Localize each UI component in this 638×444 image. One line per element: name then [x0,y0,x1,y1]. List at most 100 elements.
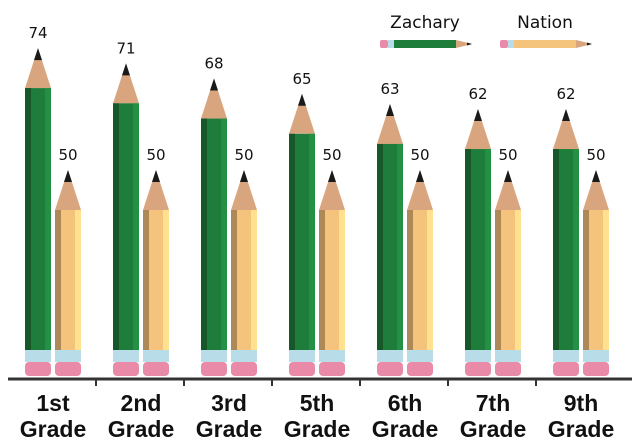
pencil-bar [289,94,315,376]
pencil-lead [474,109,482,121]
legend-eraser [380,40,388,48]
pencil-ferrule [407,350,433,362]
value-label: 50 [234,146,253,164]
legend-body [394,40,456,48]
legend-lead [467,43,472,46]
pencil-shade [55,210,61,350]
pencil-shade [495,210,501,350]
pencil-lead [504,170,512,182]
pencil-ferrule [231,350,257,362]
pencil-ferrule [143,350,169,362]
pencil-light [163,210,169,350]
value-label: 50 [322,146,341,164]
pencil-eraser [231,362,257,376]
pencil-lead [328,170,336,182]
value-label: 50 [586,146,605,164]
pencil-eraser [465,362,491,376]
pencil-lead [592,170,600,182]
pencil-bar [143,170,169,376]
pencil-shade [583,210,589,350]
legend-ferrule [388,40,394,48]
pencil-bar [495,170,521,376]
pencil-ferrule [553,350,579,362]
pencil-light [603,210,609,350]
pencil-light [75,210,81,350]
legend-ferrule [508,40,514,48]
chart-svg: 74 71 68 65 63 62 62 Zachary 50 50 50 50 50 50 50 Natio… [0,0,638,444]
legend-eraser [500,40,508,48]
pencil-bar [201,79,227,376]
value-label: 50 [498,146,517,164]
pencil-lead [562,109,570,121]
value-label: 50 [146,146,165,164]
pencil-ferrule [113,350,139,362]
pencil-ferrule [319,350,345,362]
pencil-shade [319,210,325,350]
pencil-eraser [583,362,609,376]
pencil-light [309,134,315,350]
pencil-shade [465,149,471,350]
pencil-light [133,103,139,350]
pencil-shade [407,210,413,350]
value-label: 62 [468,85,487,103]
pencil-light [485,149,491,350]
pencil-bar [553,109,579,376]
pencil-ferrule [583,350,609,362]
pencil-light [573,149,579,350]
x-tick-label: 6th Grade [372,390,438,442]
value-label: 65 [292,70,311,88]
pencil-ferrule [465,350,491,362]
x-tick-label: 9th Grade [548,390,614,442]
pencil-light [427,210,433,350]
pencil-light [45,88,51,350]
pencil-eraser [25,362,51,376]
legend-pencil [380,40,472,48]
pencil-ferrule [55,350,81,362]
legend-pencil [500,40,592,48]
x-tick-label: 3rd Grade [196,390,262,442]
pencil-light [221,119,227,350]
pencil-shade [25,88,31,350]
pencil-shade [201,119,207,350]
pencil-eraser [553,362,579,376]
legend-label: Nation [517,13,573,33]
pencil-bar [583,170,609,376]
value-label: 68 [204,55,223,73]
value-label: 62 [556,85,575,103]
x-tick-label: 7th Grade [460,390,526,442]
pencil-bar [465,109,491,376]
pencil-bar [25,48,51,376]
pencil-lead [210,79,218,91]
value-label: 71 [116,39,135,57]
pencil-shade [289,134,295,350]
value-label: 63 [380,80,399,98]
pencil-light [515,210,521,350]
x-tick-label: 1st Grade [20,390,86,442]
pencil-bar [113,63,139,376]
pencil-ferrule [289,350,315,362]
pencil-eraser [377,362,403,376]
pencil-bar [55,170,81,376]
legend-label: Zachary [390,13,460,33]
pencil-eraser [143,362,169,376]
pencil-lead [152,170,160,182]
pencil-bar [319,170,345,376]
pencil-light [397,144,403,350]
legend-body [514,40,576,48]
value-label: 50 [58,146,77,164]
value-label: 50 [410,146,429,164]
pencil-lead [34,48,42,60]
pencil-lead [122,63,130,75]
pencil-eraser [113,362,139,376]
pencil-ferrule [201,350,227,362]
x-tick-label: 2nd Grade [108,390,174,442]
pencil-shade [231,210,237,350]
pencil-lead [64,170,72,182]
pencil-lead [386,104,394,116]
pencil-shade [377,144,383,350]
pencil-eraser [319,362,345,376]
pencil-lead [298,94,306,106]
pencil-eraser [407,362,433,376]
x-tick-label: 5th Grade [284,390,350,442]
value-label: 74 [28,24,47,42]
